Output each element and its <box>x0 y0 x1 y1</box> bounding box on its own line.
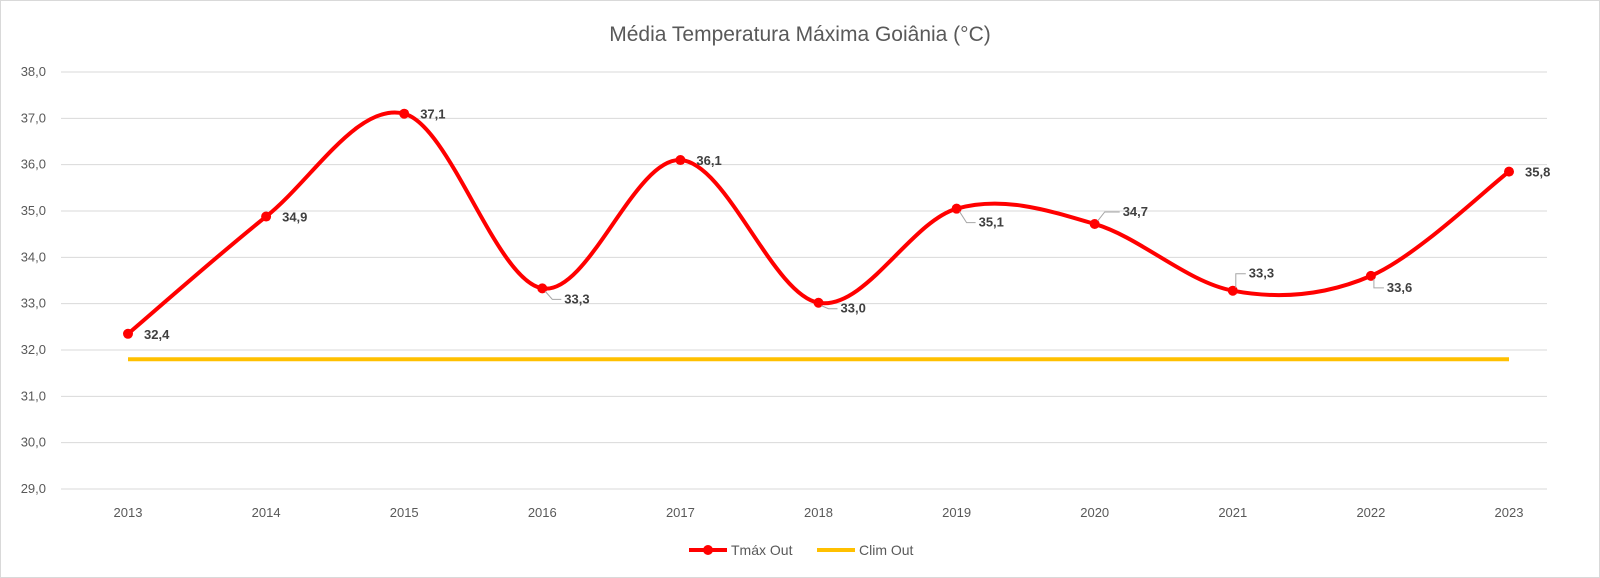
x-tick-label: 2021 <box>1218 505 1247 520</box>
label-leader-line <box>959 211 976 224</box>
x-tick-label: 2015 <box>390 505 419 520</box>
y-tick-label: 36,0 <box>21 157 46 172</box>
data-point <box>261 211 272 222</box>
x-tick-label: 2018 <box>804 505 833 520</box>
label-leader-line <box>1235 273 1246 288</box>
data-point <box>1089 218 1100 229</box>
label-leader-line <box>821 305 838 310</box>
data-label: 37,1 <box>420 107 445 122</box>
legend-label-clim-out: Clim Out <box>859 542 914 558</box>
data-point <box>813 297 824 308</box>
data-label: 33,3 <box>1249 266 1274 281</box>
legend-marker-tmax-out <box>703 545 713 555</box>
data-label: 35,1 <box>979 215 1004 230</box>
data-label: 33,6 <box>1387 280 1412 295</box>
data-label: 35,8 <box>1525 165 1550 180</box>
x-tick-label: 2014 <box>252 505 281 520</box>
y-tick-label: 31,0 <box>21 388 46 403</box>
y-tick-label: 38,0 <box>21 64 46 79</box>
y-tick-label: 33,0 <box>21 296 46 311</box>
x-axis-ticks: 2013 2014 2015 2016 2017 2018 2019 2020 2021 2022… <box>114 505 1524 520</box>
data-label: 33,0 <box>841 301 866 316</box>
x-tick-label: 2020 <box>1080 505 1109 520</box>
legend-label-tmax-out: Tmáx Out <box>731 542 793 558</box>
data-label: 34,7 <box>1123 204 1148 219</box>
data-point <box>1227 285 1238 296</box>
y-tick-label: 34,0 <box>21 249 46 264</box>
y-tick-label: 29,0 <box>21 481 46 496</box>
y-tick-label: 37,0 <box>21 110 46 125</box>
y-tick-label: 32,0 <box>21 342 46 357</box>
y-tick-label: 30,0 <box>21 435 46 450</box>
x-tick-label: 2013 <box>114 505 143 520</box>
legend: Tmáx Out Clim Out <box>689 542 914 558</box>
data-label: 32,4 <box>144 327 170 342</box>
data-point <box>675 155 686 166</box>
data-point <box>537 283 548 294</box>
data-labels: 32,4 34,9 37,1 33,3 36,1 33,0 35,1 34,7 33,3 33,6… <box>144 107 1550 342</box>
label-leader-line <box>1097 211 1120 222</box>
data-point <box>399 108 410 119</box>
x-tick-label: 2017 <box>666 505 695 520</box>
data-point <box>123 328 133 339</box>
x-tick-label: 2023 <box>1495 505 1524 520</box>
data-point <box>1504 166 1514 177</box>
x-tick-label: 2022 <box>1356 505 1385 520</box>
data-label: 36,1 <box>696 153 721 168</box>
gridlines <box>61 71 1547 490</box>
x-tick-label: 2019 <box>942 505 971 520</box>
y-axis-ticks: 29,0 30,0 31,0 32,0 33,0 34,0 35,0 36,0 37,0 38,0 <box>21 64 46 496</box>
y-tick-label: 35,0 <box>21 203 46 218</box>
data-label: 34,9 <box>282 210 307 225</box>
x-tick-label: 2016 <box>528 505 557 520</box>
data-point <box>951 203 962 214</box>
series-layer <box>123 108 1514 362</box>
label-leader-line <box>544 291 562 300</box>
label-leader-line <box>1373 278 1384 289</box>
data-label: 33,3 <box>564 291 589 306</box>
data-point <box>1365 270 1376 281</box>
chart-title: Média Temperatura Máxima Goiânia (°C) <box>609 23 991 46</box>
series-line-tmax-out <box>126 110 1511 336</box>
